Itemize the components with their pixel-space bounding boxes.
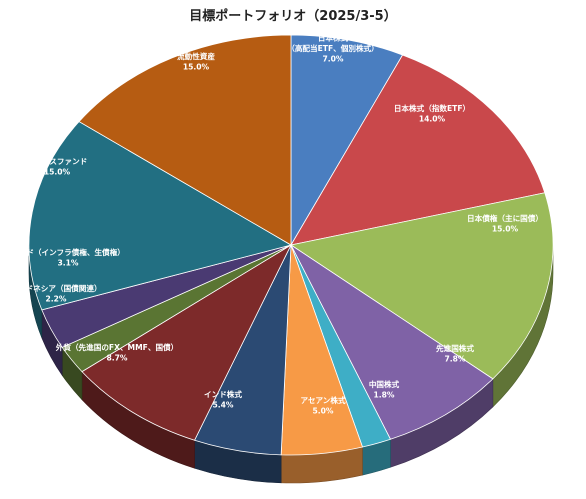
pie-slice xyxy=(78,34,292,246)
slice-category-label: 中国株式 xyxy=(369,379,400,389)
slice-category-label: 外貨（先進国のFX、MMF、国債） xyxy=(56,342,178,352)
slice-value-label: 8.7% xyxy=(106,353,127,362)
slice-category-label: 日本株式（指数ETF） xyxy=(394,103,470,113)
slice-category-label: （高配当ETF、個別株式） xyxy=(287,43,379,53)
slice-value-label: 15.0% xyxy=(44,167,71,176)
slice-value-label: 14.0% xyxy=(419,114,446,123)
slice-value-label: 5.0% xyxy=(312,406,333,415)
pie-slice xyxy=(289,192,554,380)
slice-value-label: 2.2% xyxy=(45,294,66,303)
slice-value-label: 15.0% xyxy=(183,62,210,71)
slice-category-label: 日本債権（主に国債） xyxy=(467,213,543,223)
pie-slice xyxy=(28,121,293,311)
pie-slice xyxy=(81,243,292,441)
pie-top-layer xyxy=(28,34,554,456)
pie-slice xyxy=(290,34,404,247)
slice-category-label: 流動性資産 xyxy=(177,51,215,61)
slice-value-label: 5.4% xyxy=(212,400,233,409)
pie-label-layer: 日本株式（高配当ETF、個別株式） 7.0% 日本株式（指数ETF）14.0% 日本債… xyxy=(10,33,543,416)
pie-side-layer xyxy=(28,244,554,484)
slice-value-label: 7.8% xyxy=(444,354,465,363)
pie-slice xyxy=(290,54,546,246)
slice-category-label: 先進国株式 xyxy=(436,343,474,353)
pie-slice xyxy=(289,243,494,440)
slice-category-label: アセアン株式 xyxy=(300,395,346,405)
slice-category-label: インド株式 xyxy=(204,389,242,399)
slice-value-label: 7.0% xyxy=(322,55,343,64)
slice-value-label: 1.8% xyxy=(373,390,394,399)
slice-category-label: 日本株式 xyxy=(318,33,349,43)
slice-value-label: 15.0% xyxy=(492,224,519,233)
slice-category-label: インド（インフラ債権、生債権） xyxy=(11,247,125,257)
slice-category-label: バランスファンド xyxy=(27,157,88,166)
slice-value-label: 3.1% xyxy=(57,258,78,267)
chart-title: 目標ポートフォリオ（2025/3-5） xyxy=(189,8,396,24)
slice-category-label: インドネシア（国債関連） xyxy=(10,283,101,293)
